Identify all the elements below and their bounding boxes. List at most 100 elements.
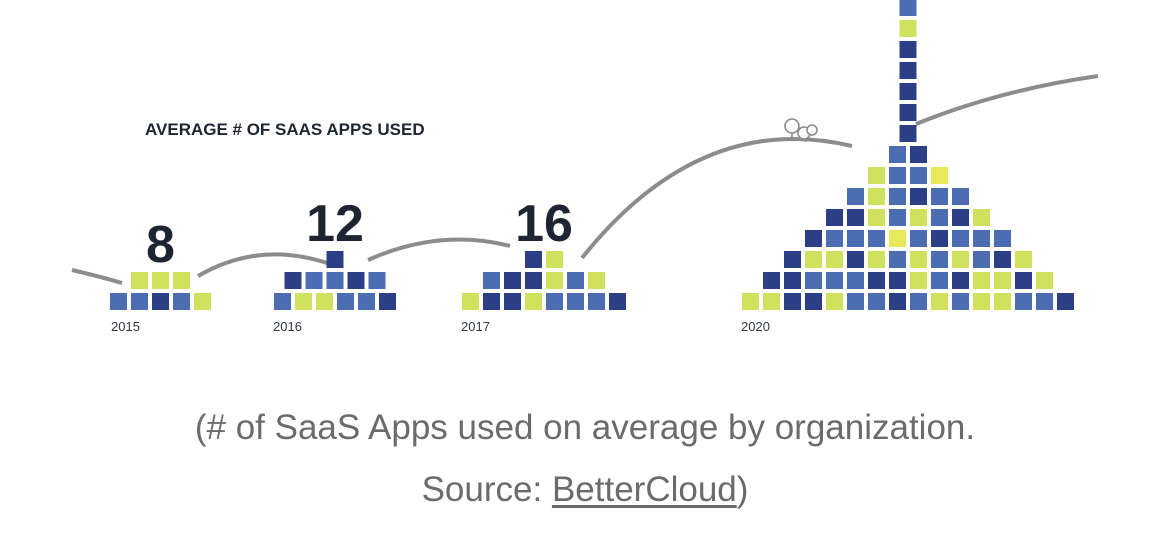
app-square [546, 293, 563, 310]
tree-icon [784, 118, 818, 142]
app-square [847, 293, 864, 310]
caption-line-2: Source: BetterCloud) [0, 459, 1170, 521]
app-square [763, 272, 780, 289]
app-square [110, 293, 127, 310]
app-square [379, 293, 396, 310]
app-square [826, 209, 843, 226]
app-square [274, 293, 291, 310]
app-square [931, 188, 948, 205]
app-square [742, 293, 759, 310]
app-square [152, 293, 169, 310]
app-square [483, 272, 500, 289]
app-square [868, 230, 885, 247]
app-square [899, 20, 917, 37]
app-square [194, 293, 211, 310]
app-square [504, 293, 521, 310]
app-square [899, 83, 917, 100]
app-square [152, 272, 169, 289]
app-square [1036, 272, 1053, 289]
app-square [173, 272, 190, 289]
app-square [784, 251, 801, 268]
chart: AVERAGE # OF SAAS APPS USED 8 2015 12 2016 1… [71, 0, 1099, 334]
data-label-2016: 12 [306, 195, 364, 253]
app-square [847, 188, 864, 205]
app-square [284, 272, 302, 289]
app-square [1015, 293, 1032, 310]
app-square [868, 209, 885, 226]
app-square [973, 272, 990, 289]
app-square [483, 293, 500, 310]
app-square [826, 251, 843, 268]
app-square [889, 146, 906, 163]
app-square [973, 209, 990, 226]
app-square [910, 272, 927, 289]
source-link[interactable]: BetterCloud [551, 470, 737, 509]
app-square [295, 293, 312, 310]
app-square [931, 272, 948, 289]
caption-source-prefix: Source: [421, 470, 552, 509]
app-square [546, 251, 563, 268]
app-square [910, 251, 927, 268]
app-square [952, 188, 969, 205]
app-square [1015, 251, 1032, 268]
app-square [567, 293, 584, 310]
app-square [173, 293, 190, 310]
app-square [784, 293, 801, 310]
app-square [326, 272, 344, 289]
app-square [868, 167, 885, 184]
app-square [525, 272, 542, 289]
app-square [994, 230, 1011, 247]
app-square [889, 209, 906, 226]
app-square [805, 230, 822, 247]
app-square [546, 272, 563, 289]
app-square [899, 0, 917, 16]
app-square [931, 167, 948, 184]
app-square [305, 272, 323, 289]
app-square [847, 209, 864, 226]
app-square [868, 251, 885, 268]
app-square [910, 230, 927, 247]
app-square [910, 209, 927, 226]
caption-line-1: (# of SaaS Apps used on average by organ… [194, 408, 976, 447]
app-square [588, 293, 605, 310]
app-square [826, 293, 843, 310]
trend-curve [71, 74, 1099, 285]
app-square [525, 251, 542, 268]
app-square [899, 125, 917, 142]
app-square [931, 293, 948, 310]
app-square [868, 293, 885, 310]
app-square [952, 209, 969, 226]
app-square [952, 230, 969, 247]
app-square [567, 272, 584, 289]
app-square [889, 251, 906, 268]
app-square [973, 293, 990, 310]
app-square [347, 272, 365, 289]
app-square [826, 230, 843, 247]
app-square [889, 167, 906, 184]
app-square [910, 188, 927, 205]
app-square [1015, 272, 1032, 289]
app-square [847, 251, 864, 268]
app-square [609, 293, 626, 310]
app-square [784, 272, 801, 289]
app-square [504, 272, 521, 289]
app-square [952, 272, 969, 289]
app-square [326, 251, 344, 268]
chart-title: AVERAGE # OF SAAS APPS USED [145, 120, 425, 139]
year-label-2020: 2020 [741, 319, 770, 334]
caption-source-suffix: ) [736, 470, 749, 509]
app-square [763, 293, 780, 310]
app-square [358, 293, 375, 310]
app-square [316, 293, 333, 310]
app-square [931, 209, 948, 226]
app-square [588, 272, 605, 289]
app-square [931, 251, 948, 268]
app-square [1057, 293, 1074, 310]
app-square [952, 293, 969, 310]
year-label-2015: 2015 [111, 319, 140, 334]
data-label-2017: 16 [515, 195, 573, 253]
app-square [847, 230, 864, 247]
year-label-2017: 2017 [461, 319, 490, 334]
app-square [973, 230, 990, 247]
app-square [805, 251, 822, 268]
